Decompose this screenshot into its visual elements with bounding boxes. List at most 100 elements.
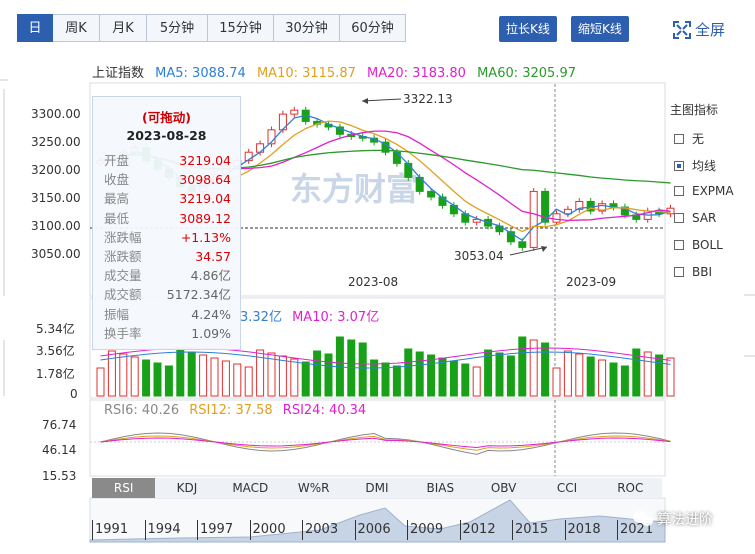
volume-axis-label: 1.78亿 <box>36 367 75 381</box>
volume-bar <box>358 342 367 397</box>
candle-body <box>541 190 550 223</box>
volume-bar <box>404 348 413 397</box>
fullscreen-button[interactable]: 全屏 <box>673 19 725 40</box>
fullscreen-label: 全屏 <box>695 21 726 39</box>
index-name: 上证指数 <box>92 66 145 81</box>
tooltip-key: 最高 <box>104 191 130 207</box>
indicator-option-boll[interactable]: BOLL <box>674 238 723 252</box>
tab-60min[interactable]: 60分钟 <box>340 14 406 42</box>
tab-macd[interactable]: MACD <box>232 481 269 495</box>
indicator-option-均线[interactable]: 均线 <box>674 157 716 174</box>
tooltip-value: 4.24% <box>191 306 231 322</box>
volume-bar <box>256 349 265 397</box>
volume-bar <box>324 353 333 397</box>
candle-body <box>404 162 413 178</box>
year-tick <box>512 520 513 540</box>
vol-ma10: MA10: 3.07亿 <box>292 310 380 325</box>
rsi24-value: RSI24: 40.34 <box>282 403 367 418</box>
price-axis-label: 3150.00 <box>31 191 81 205</box>
ma20-value: MA20: 3183.80 <box>367 66 466 81</box>
rsi-axis-label: 76.74 <box>42 418 77 432</box>
stretch-kline-button[interactable]: 拉长K线 <box>499 16 557 42</box>
tooltip-key: 成交量 <box>104 268 142 284</box>
volume-bars <box>96 336 675 397</box>
period-tabs: 日K 周K 月K 5分钟 15分钟 30分钟 60分钟 <box>17 14 406 64</box>
year-label: 2021 <box>620 522 654 537</box>
checkbox-icon[interactable] <box>674 160 684 171</box>
rsi12-value: RSI12: 37.58 <box>189 403 273 418</box>
tab-daily[interactable]: 日K <box>17 14 53 64</box>
year-label: 1994 <box>147 522 181 537</box>
watermark-eastmoney: 东方财富 <box>290 170 418 208</box>
date-axis-label: 2023-08 <box>348 275 399 289</box>
tab-5min[interactable]: 5分钟 <box>147 14 208 42</box>
tab-cci[interactable]: CCI <box>556 481 578 495</box>
checkbox-icon[interactable] <box>674 267 684 277</box>
price-axis-label: 3050.00 <box>31 247 81 261</box>
tab-roc[interactable]: ROC <box>617 481 644 495</box>
indicator-option-sar[interactable]: SAR <box>674 211 716 225</box>
volume-bar <box>632 348 641 397</box>
tab-monthly[interactable]: 月K <box>100 14 147 42</box>
volume-bar <box>199 354 208 397</box>
volume-bar <box>221 360 230 397</box>
year-label: 1997 <box>200 522 234 537</box>
year-tick <box>144 520 146 540</box>
main-legend: 上证指数 MA5: 3088.74 MA10: 3115.87 MA20: 31… <box>92 62 583 81</box>
checkbox-icon[interactable] <box>674 186 684 196</box>
shrink-kline-button[interactable]: 缩短K线 <box>571 16 629 42</box>
tooltip-row: 涨跌额 34.57 <box>93 247 240 266</box>
tooltip-value: 34.57 <box>195 248 231 264</box>
ohlc-tooltip[interactable]: (可拖动) 2023-08-28 开盘 3219.04 收盘 3098.64 最高 321… <box>92 96 241 350</box>
indicator-option-label: BBI <box>692 265 713 279</box>
tooltip-date: 2023-08-28 <box>126 128 207 143</box>
tooltip-value: 3098.64 <box>179 172 231 188</box>
tab-wr[interactable]: W%R <box>297 481 330 495</box>
candle-body <box>244 151 253 162</box>
indicator-option-label: 无 <box>692 132 705 146</box>
tooltip-key: 换手率 <box>104 325 142 341</box>
tab-obv[interactable]: OBV <box>490 481 517 495</box>
tooltip-value: 5172.34亿 <box>166 287 231 303</box>
price-axis-label: 3250.00 <box>31 135 81 149</box>
tooltip-row: 成交额 5172.34亿 <box>93 285 240 304</box>
indicator-option-无[interactable]: 无 <box>674 130 704 147</box>
volume-bar <box>586 356 595 397</box>
checkbox-icon[interactable] <box>674 133 684 144</box>
indicator-option-expma[interactable]: EXPMA <box>674 184 734 198</box>
tooltip-row: 振幅 4.24% <box>93 305 240 324</box>
tab-bias[interactable]: BIAS <box>426 481 455 495</box>
tab-30min[interactable]: 30分钟 <box>274 14 340 42</box>
tab-15min[interactable]: 15分钟 <box>208 14 274 42</box>
tab-weekly[interactable]: 周K <box>53 14 100 42</box>
year-label: 2015 <box>515 522 549 537</box>
ma5-value: MA5: 3088.74 <box>155 66 246 81</box>
candle-body <box>575 200 584 210</box>
tab-kdj[interactable]: KDJ <box>176 481 198 495</box>
year-label: 2000 <box>252 522 286 537</box>
volume-ma-line <box>100 347 671 365</box>
price-axis-label: 3100.00 <box>31 219 81 233</box>
checkbox-icon[interactable] <box>674 213 684 223</box>
candle-body <box>598 203 607 212</box>
rsi-line <box>100 437 671 449</box>
checkbox-icon[interactable] <box>674 240 684 250</box>
volume-bar <box>666 357 675 397</box>
tab-rsi[interactable]: RSI <box>92 478 156 498</box>
tooltip-row: 成交量 4.86亿 <box>93 266 240 285</box>
volume-ma-line <box>100 351 671 369</box>
volume-chart-frame <box>89 297 666 399</box>
tooltip-value: 1.09% <box>191 325 231 341</box>
rsi-line <box>100 435 671 451</box>
tooltip-value: 3089.12 <box>179 210 231 226</box>
candle-body <box>267 129 276 145</box>
indicator-option-bbi[interactable]: BBI <box>674 265 712 279</box>
tab-dmi[interactable]: DMI <box>365 481 389 495</box>
volume-bar <box>427 354 436 397</box>
candle-body <box>518 241 527 248</box>
volume-bar <box>381 362 390 397</box>
volume-bar <box>278 355 287 397</box>
year-tick <box>407 520 408 540</box>
candle-body <box>506 231 515 243</box>
indicator-tabs: RSI KDJ MACD W%R DMI BIAS OBV CCI ROC <box>92 478 662 498</box>
